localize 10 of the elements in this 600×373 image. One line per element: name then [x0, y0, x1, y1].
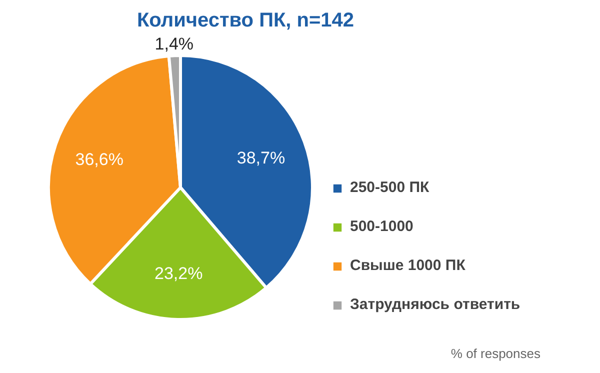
data-label: 23,2% — [154, 264, 203, 283]
chart-title: Количество ПК, n=142 — [136, 10, 354, 32]
legend-label: 500-1000 — [350, 218, 414, 235]
legend-label: Затрудняюсь ответить — [350, 296, 520, 313]
text: % of responses — [450, 346, 541, 361]
data-label: 36,6% — [75, 150, 124, 170]
legend-label: 250-500 ПК — [350, 179, 430, 196]
data-label: 1,4% — [154, 34, 194, 54]
legend-label: Свыше 1000 ПК — [350, 257, 466, 274]
data-label: 38,7% — [236, 148, 286, 168]
